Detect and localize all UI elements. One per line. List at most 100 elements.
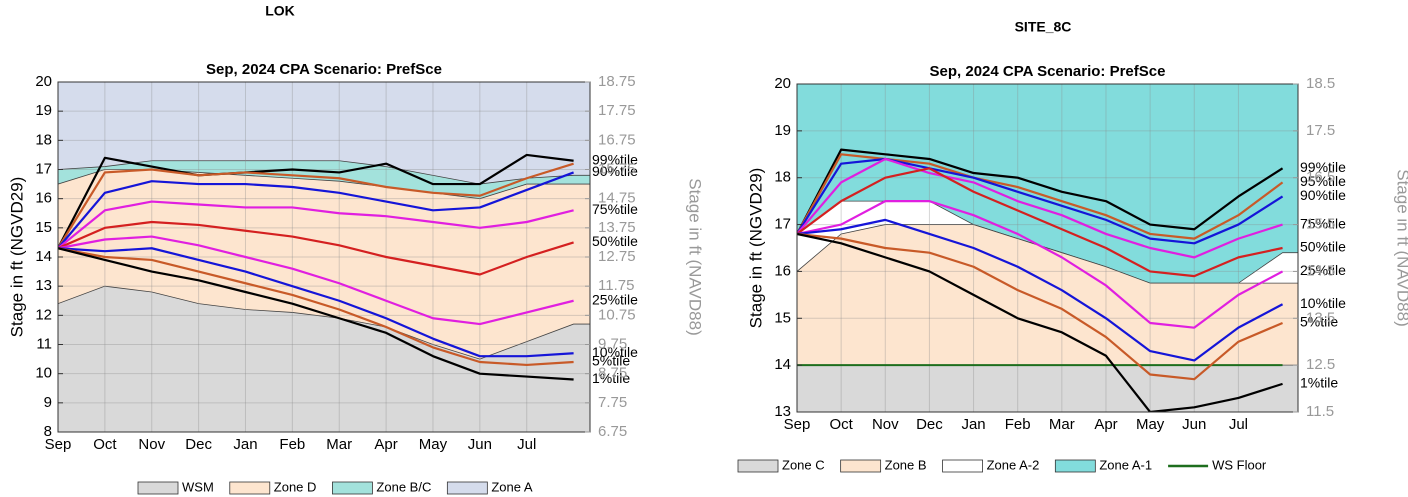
plot-frame bbox=[796, 83, 1299, 413]
percentile-line bbox=[797, 232, 1283, 412]
x-tick-label: Jan bbox=[233, 436, 257, 453]
legend-label: Zone D bbox=[274, 479, 317, 494]
y-tick-label: 18 bbox=[35, 131, 52, 148]
legend-swatch bbox=[137, 481, 179, 495]
percentile-line bbox=[58, 153, 574, 249]
y2-tick-label: 15.5 bbox=[1306, 216, 1335, 233]
x-tick-label: Apr bbox=[1094, 416, 1117, 433]
x-tick-label: Dec bbox=[916, 416, 943, 433]
percentile-line bbox=[58, 200, 574, 250]
suptitle: SITE_8C bbox=[1015, 19, 1072, 35]
legend-swatch bbox=[942, 459, 983, 473]
y-axis-label: Stage in ft (NGVD29) bbox=[746, 168, 765, 329]
y2-tick-label: 10.75 bbox=[598, 306, 636, 323]
y-tick-label: 13 bbox=[35, 277, 52, 294]
x-tick-label: Feb bbox=[1005, 416, 1031, 433]
line-end-label: 5%tile bbox=[592, 353, 630, 369]
line-end-label: 95%tile bbox=[1300, 173, 1346, 189]
y2-tick-label: 9.75 bbox=[598, 335, 627, 352]
y-tick-label: 14 bbox=[35, 248, 52, 265]
legend-label: Zone B/C bbox=[376, 479, 431, 494]
x-tick-label: Jun bbox=[1182, 416, 1206, 433]
y2-tick-label: 7.75 bbox=[598, 394, 627, 411]
y2-tick-label: 14.75 bbox=[598, 190, 636, 207]
percentile-line bbox=[797, 218, 1284, 362]
legend-label: Zone B bbox=[885, 457, 927, 472]
line-end-label: 25%tile bbox=[1300, 262, 1346, 278]
line-end-label: 50%tile bbox=[592, 233, 638, 249]
y-tick-label: 10 bbox=[35, 365, 52, 382]
percentile-line bbox=[797, 157, 1284, 245]
y2-tick-label: 16.75 bbox=[598, 131, 636, 148]
y-tick-label: 14 bbox=[774, 356, 791, 373]
y2-axis-label: Stage in ft (NAVD88) bbox=[1394, 169, 1408, 326]
y-tick-label: 12 bbox=[35, 306, 52, 323]
legend-label: Zone A-1 bbox=[1099, 457, 1152, 472]
y2-tick-label: 11.5 bbox=[1306, 403, 1334, 420]
x-tick-label: May bbox=[419, 436, 448, 453]
line-end-label: 10%tile bbox=[1300, 295, 1346, 311]
x-tick-label: Apr bbox=[374, 436, 397, 453]
percentile-line bbox=[58, 247, 574, 367]
y-tick-label: 16 bbox=[35, 190, 52, 207]
legend-swatch bbox=[446, 481, 488, 495]
y-tick-label: 15 bbox=[774, 309, 791, 326]
y2-axis-label: Stage in ft (NAVD88) bbox=[686, 178, 705, 335]
x-tick-label: Mar bbox=[326, 436, 352, 453]
y2-tick-label: 6.75 bbox=[598, 423, 627, 440]
chart-title: Sep, 2024 CPA Scenario: PrefSce bbox=[206, 61, 442, 78]
line-end-label: 75%tile bbox=[1300, 215, 1346, 231]
percentile-line bbox=[797, 232, 1283, 381]
x-tick-label: Nov bbox=[138, 436, 165, 453]
legend-swatch bbox=[332, 481, 373, 495]
y2-tick-label: 18.75 bbox=[598, 73, 636, 90]
y-tick-label: 20 bbox=[35, 73, 52, 90]
legend-label: Zone A-2 bbox=[987, 457, 1040, 472]
x-tick-label: Feb bbox=[279, 436, 305, 453]
x-tick-label: Jul bbox=[1229, 416, 1248, 433]
x-tick-label: Dec bbox=[185, 436, 212, 453]
line-end-label: 90%tile bbox=[1300, 187, 1346, 203]
x-tick-label: Jan bbox=[961, 416, 985, 433]
y-tick-label: 17 bbox=[35, 160, 52, 177]
legend: WSM Zone D Zone B/C Zone A bbox=[137, 479, 533, 495]
legend-swatch bbox=[840, 459, 882, 473]
legend-label: WS Floor bbox=[1212, 457, 1267, 472]
y2-tick-label: 16.5 bbox=[1306, 169, 1335, 186]
legend-label: Zone C bbox=[782, 457, 825, 472]
x-tick-label: Mar bbox=[1049, 416, 1075, 433]
y2-tick-label: 18.5 bbox=[1306, 75, 1335, 92]
x-tick-label: Jul bbox=[517, 436, 536, 453]
x-tick-label: Jun bbox=[468, 436, 492, 453]
chart-title: Sep, 2024 CPA Scenario: PrefSce bbox=[930, 63, 1166, 80]
y2-tick-label: 14.5 bbox=[1306, 262, 1335, 279]
percentile-line bbox=[797, 153, 1284, 240]
y2-tick-label: 12.5 bbox=[1306, 356, 1335, 373]
y-axis-label: Stage in ft (NGVD29) bbox=[7, 177, 26, 338]
percentile-line bbox=[797, 148, 1284, 235]
x-tick-label: Sep bbox=[784, 416, 811, 433]
line-end-label: 90%tile bbox=[592, 163, 638, 179]
line-end-label: 1%tile bbox=[1300, 375, 1338, 391]
y-tick-label: 19 bbox=[774, 122, 791, 139]
line-end-label: 1%tile bbox=[592, 370, 630, 386]
zone-area bbox=[797, 364, 1298, 412]
y2-tick-label: 8.75 bbox=[598, 365, 627, 382]
line-end-label: 99%tile bbox=[592, 151, 638, 167]
percentile-line bbox=[58, 162, 574, 249]
x-tick-label: Oct bbox=[829, 416, 853, 433]
legend: Zone C Zone B Zone A-2 Zone A-1 WS Floor bbox=[737, 457, 1267, 473]
line-end-label: 25%tile bbox=[592, 291, 638, 307]
legend-swatch bbox=[737, 459, 779, 473]
legend-label: WSM bbox=[182, 479, 214, 494]
percentile-line bbox=[797, 200, 1284, 329]
line-end-label: 50%tile bbox=[1300, 239, 1346, 255]
line-end-label: 75%tile bbox=[592, 201, 638, 217]
percentile-line bbox=[58, 235, 574, 326]
percentile-line bbox=[797, 157, 1283, 259]
legend-label: Zone A bbox=[491, 479, 533, 494]
legend-swatch bbox=[229, 481, 271, 495]
y2-tick-label: 15.75 bbox=[598, 160, 636, 177]
y2-tick-label: 11.75 bbox=[598, 277, 634, 294]
